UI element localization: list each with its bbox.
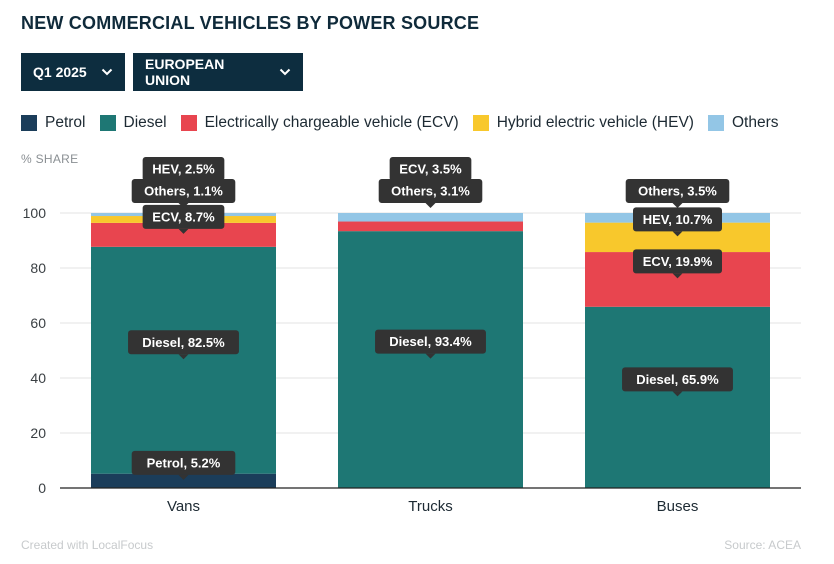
callout-pointer [178,354,189,360]
callout-pointer [178,203,189,208]
data-label: Others, 3.1% [391,184,470,199]
callout-box [131,179,236,203]
legend-label: Petrol [45,114,86,131]
data-label: Diesel, 65.9% [636,372,719,387]
bar-segment [338,221,523,232]
data-label: ECV, 8.7% [152,209,215,224]
chart-legend: Petrol Diesel Electrically chargeable ve… [21,114,792,132]
data-label: ECV, 3.5% [399,162,462,177]
callout-pointer [178,228,189,234]
callout-box [375,329,486,354]
callout-pointer [672,203,683,208]
data-label-callout: Petrol, 5.2% [131,450,236,480]
callout-box [633,249,722,274]
region-dropdown[interactable]: EUROPEAN UNION [133,53,303,91]
data-label: Others, 3.5% [638,184,717,199]
data-label-callout: Diesel, 82.5% [128,330,239,360]
y-tick-label: 80 [30,260,46,276]
bar-segment [338,231,523,488]
callout-pointer [178,474,189,480]
y-tick-label: 100 [23,205,47,221]
callout-pointer [672,273,683,279]
legend-swatch [99,115,116,131]
legend-label: Diesel [123,114,167,131]
data-label-callout: Others, 1.1% [131,179,236,208]
callout-box [633,207,722,232]
callout-box [389,157,472,181]
period-dropdown-label: Q1 2025 [33,64,87,80]
bar-segment [338,213,523,222]
region-dropdown-label: EUROPEAN UNION [145,56,225,88]
bar-segment [91,222,276,247]
legend-label: Hybrid electric vehicle (HEV) [496,114,694,131]
data-label: ECV, 19.9% [643,254,713,269]
callout-pointer [425,353,436,359]
data-label-callout: HEV, 10.7% [633,207,722,237]
x-tick-label: Trucks [408,498,452,515]
data-label: HEV, 2.5% [152,162,215,177]
chevron-down-icon [101,68,113,76]
data-label: Others, 1.1% [144,184,223,199]
legend-item-petrol[interactable]: Petrol [21,114,86,132]
data-label-callout: Diesel, 65.9% [622,367,733,397]
callout-pointer [425,203,436,208]
data-label: Diesel, 93.4% [389,334,472,349]
data-label-callout: HEV, 2.5% [142,157,225,186]
callout-box [142,204,225,229]
data-label-callout: ECV, 3.5% [389,157,472,186]
legend-swatch [180,115,197,131]
legend-swatch [21,115,37,131]
data-label-callout: ECV, 8.7% [142,204,225,234]
callout-pointer [672,231,683,237]
bar-segment [91,246,276,474]
data-label-callout: Others, 3.1% [378,179,483,208]
x-tick-label: Buses [657,498,699,515]
callout-pointer [672,391,683,397]
data-label-callout: Others, 3.5% [625,179,730,208]
legend-label: Electrically chargeable vehicle (ECV) [204,114,459,131]
footer-source: Source: ACEA [724,538,801,552]
callout-box [625,179,730,203]
legend-label: Others [731,114,779,131]
x-tick-label: Vans [167,498,200,515]
callout-box [128,330,239,355]
callout-box [622,367,733,392]
y-tick-label: 0 [38,480,46,496]
data-label: HEV, 10.7% [643,212,713,227]
y-tick-label: 60 [30,315,46,331]
callout-box [142,157,225,181]
legend-item-diesel[interactable]: Diesel [99,114,167,132]
bar-segment [585,306,770,488]
data-label-callout: Diesel, 93.4% [375,329,486,359]
callout-box [378,179,483,203]
legend-item-hev[interactable]: Hybrid electric vehicle (HEV) [472,114,694,132]
y-tick-label: 20 [30,425,46,441]
bar-segment [91,473,276,488]
chevron-down-icon [279,68,291,76]
chart-title: NEW COMMERCIAL VEHICLES BY POWER SOURCE [21,13,480,33]
period-dropdown[interactable]: Q1 2025 [21,53,125,91]
legend-item-others[interactable]: Others [707,114,779,132]
legend-item-ecv[interactable]: Electrically chargeable vehicle (ECV) [180,114,459,132]
y-axis-label: % SHARE [21,152,79,166]
data-label-callout: ECV, 19.9% [633,249,722,279]
data-label: Diesel, 82.5% [142,335,225,350]
legend-swatch [472,115,489,131]
callout-box [131,450,236,475]
footer-credit[interactable]: Created with LocalFocus [21,538,154,552]
y-tick-label: 40 [30,370,46,386]
data-label: Petrol, 5.2% [147,455,221,470]
legend-swatch [707,115,724,131]
